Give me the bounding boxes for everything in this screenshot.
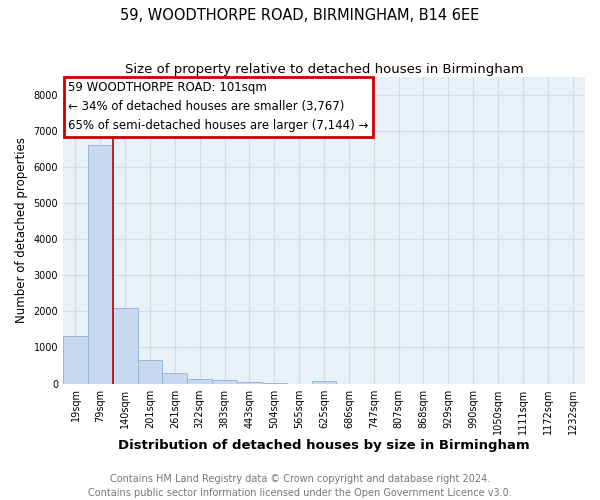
Bar: [311, 380, 337, 384]
Bar: [63, 336, 88, 384]
Text: 59, WOODTHORPE ROAD, BIRMINGHAM, B14 6EE: 59, WOODTHORPE ROAD, BIRMINGHAM, B14 6EE: [121, 8, 479, 22]
Bar: [113, 308, 137, 384]
Bar: [187, 378, 212, 384]
Bar: [262, 382, 287, 384]
Bar: [163, 373, 187, 384]
Y-axis label: Number of detached properties: Number of detached properties: [15, 137, 28, 323]
Bar: [237, 382, 262, 384]
Bar: [212, 380, 237, 384]
Text: Contains HM Land Registry data © Crown copyright and database right 2024.
Contai: Contains HM Land Registry data © Crown c…: [88, 474, 512, 498]
X-axis label: Distribution of detached houses by size in Birmingham: Distribution of detached houses by size …: [118, 440, 530, 452]
Bar: [88, 146, 113, 384]
Title: Size of property relative to detached houses in Birmingham: Size of property relative to detached ho…: [125, 62, 523, 76]
Text: 59 WOODTHORPE ROAD: 101sqm
← 34% of detached houses are smaller (3,767)
65% of s: 59 WOODTHORPE ROAD: 101sqm ← 34% of deta…: [68, 82, 368, 132]
Bar: [137, 360, 163, 384]
